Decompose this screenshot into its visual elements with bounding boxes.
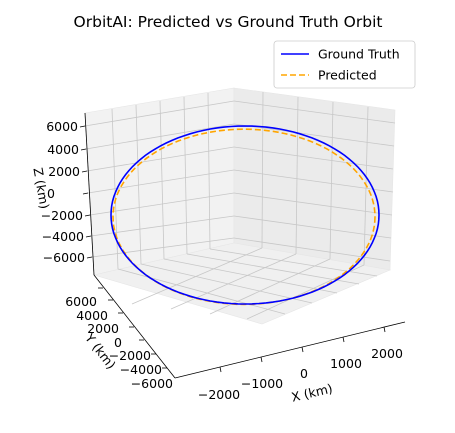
legend-label-ground-truth: Ground Truth xyxy=(318,47,400,62)
x-axis-line xyxy=(174,321,406,379)
y-axis-line xyxy=(93,274,176,379)
y-tick-label: 6000 xyxy=(65,294,97,309)
z-axis-line xyxy=(84,112,95,276)
y-tick-label: 2000 xyxy=(87,321,119,336)
chart-title: OrbitAI: Predicted vs Ground Truth Orbit xyxy=(74,13,383,31)
y-tick-label: −4000 xyxy=(120,362,162,377)
legend-label-predicted: Predicted xyxy=(318,68,377,83)
z-tick-label: −6000 xyxy=(43,250,85,265)
x-tick-label: 1000 xyxy=(330,356,362,371)
x-tick-label: −2000 xyxy=(198,387,240,402)
z-tick-label: −2000 xyxy=(41,208,83,223)
y-ticks: 6000 4000 2000 0 −2000 −4000 −6000 xyxy=(65,287,173,391)
y-tick-label: 0 xyxy=(114,335,122,350)
z-tick-label: 2000 xyxy=(48,164,80,179)
z-axis-label: Z (km) xyxy=(30,166,52,210)
series-line-ground-truth xyxy=(110,125,380,305)
x-tick-label: −1000 xyxy=(241,376,283,391)
z-ticks: 6000 4000 2000 0 −2000 −4000 −6000 xyxy=(41,119,93,265)
legend: Ground Truth Predicted xyxy=(273,40,416,89)
y-tick-label: −6000 xyxy=(131,376,173,391)
series-line-predicted xyxy=(112,128,376,306)
z-tick-label: −4000 xyxy=(42,229,84,244)
z-tick-label: 4000 xyxy=(47,142,79,157)
back-pane xyxy=(233,87,396,271)
y-tick-label: 4000 xyxy=(76,308,108,323)
x-tick-label: 0 xyxy=(300,366,308,381)
z-tick-label: 0 xyxy=(47,186,55,201)
y-tick-label: −2000 xyxy=(109,348,151,363)
x-tick-label: 2000 xyxy=(371,346,403,361)
x-axis-label: X (km) xyxy=(290,381,334,405)
z-tick-label: 6000 xyxy=(46,119,78,134)
x-ticks: −2000 −1000 0 1000 2000 xyxy=(198,326,403,402)
